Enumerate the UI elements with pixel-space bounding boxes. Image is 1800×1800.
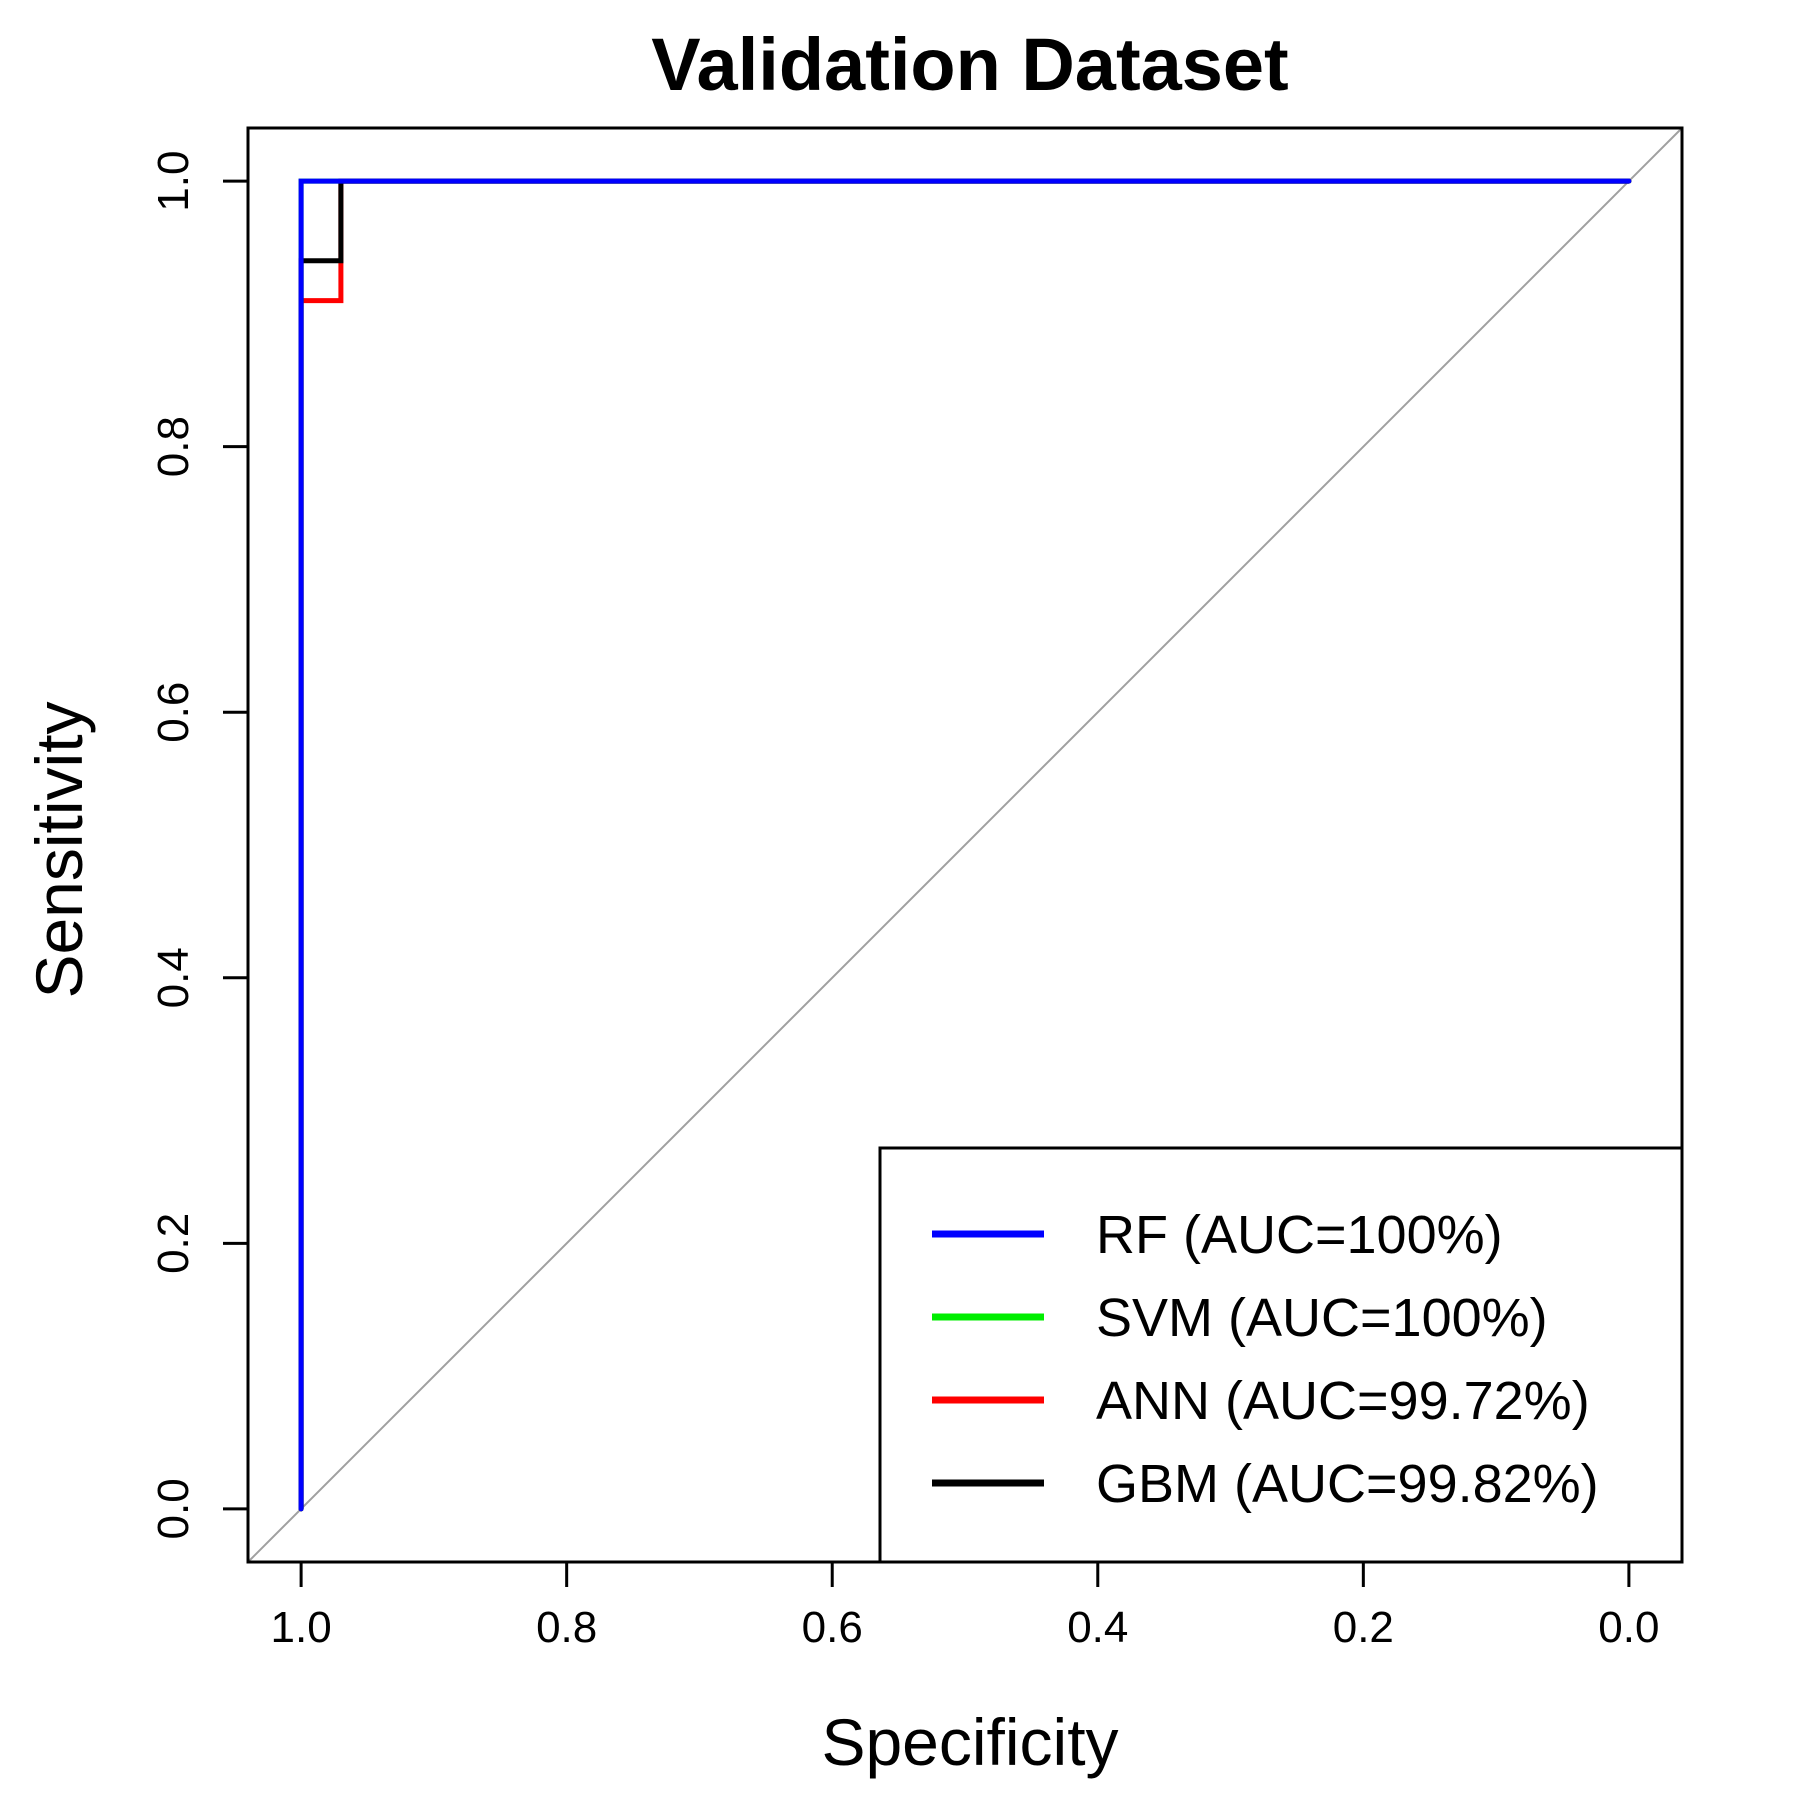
reference-diagonal: [247, 127, 1683, 1563]
x-tick-label-4: 0.2: [1333, 1603, 1394, 1652]
series-line-3: [298, 178, 1632, 1512]
chart-title: Validation Dataset: [651, 23, 1288, 106]
y-tick-label-3: 0.6: [149, 682, 198, 743]
plot-area: 1.0 0.8 0.6 0.4 0.2 0.0 0.0 0.2 0.4 0.6 0.8 1.0: [149, 126, 1684, 1652]
y-tick-label-1: 0.2: [149, 1213, 198, 1274]
x-axis-title: Specificity: [821, 1705, 1118, 1779]
y-tick-label-5: 1.0: [149, 151, 198, 212]
x-tick-label-3: 0.4: [1067, 1603, 1128, 1652]
x-tick-label-2: 0.6: [802, 1603, 863, 1652]
legend-label-0: RF (AUC=100%): [1096, 1205, 1503, 1265]
x-tick-label-1: 0.8: [536, 1603, 597, 1652]
y-tick-label-0: 0.0: [149, 1478, 198, 1539]
legend: RF (AUC=100%) SVM (AUC=100%) ANN (AUC=99.7…: [878, 1146, 1684, 1564]
legend-label-3: GBM (AUC=99.82%): [1096, 1454, 1599, 1514]
legend-box: [878, 1146, 1684, 1564]
legend-label-1: SVM (AUC=100%): [1096, 1288, 1548, 1348]
y-axis-title: Sensitivity: [22, 701, 96, 998]
x-tick-label-0: 1.0: [271, 1603, 332, 1652]
y-tick-label-4: 0.8: [149, 416, 198, 477]
x-tick-label-5: 0.0: [1598, 1603, 1659, 1652]
legend-label-2: ANN (AUC=99.72%): [1096, 1371, 1590, 1431]
y-tick-label-2: 0.4: [149, 947, 198, 1008]
